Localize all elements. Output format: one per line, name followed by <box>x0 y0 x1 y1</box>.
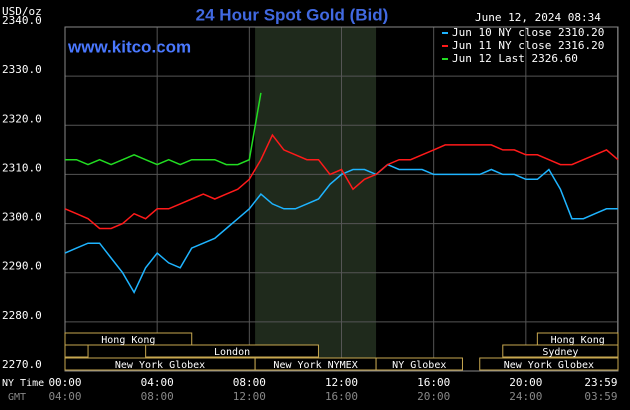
session-label: New York Globex <box>504 360 594 371</box>
y-tick-label: 2290.0 <box>2 260 42 273</box>
y-tick-label: 2300.0 <box>2 211 42 224</box>
y-axis-label: USD/oz <box>2 5 42 18</box>
plot-frame <box>64 26 619 372</box>
y-tick-label: 2340.0 <box>2 14 42 27</box>
session-label: New York NYMEX <box>273 360 357 371</box>
session-bar <box>64 332 193 346</box>
x-tick-label: 04:00 <box>141 376 174 389</box>
session-bar <box>502 344 619 358</box>
line-series <box>64 163 618 295</box>
x-tick-label: 08:00 <box>233 376 266 389</box>
y-tick-label: 2310.0 <box>2 161 42 174</box>
session-label: New York Globex <box>115 360 205 371</box>
y-tick-label: 2270.0 <box>2 358 42 371</box>
session-label: Sydney <box>542 347 578 358</box>
x2-axis-label: GMT <box>8 392 26 403</box>
session-bar <box>479 357 619 371</box>
x2-tick-label: 08:00 <box>141 390 174 403</box>
legend-label: Jun 12 Last 2326.60 <box>452 52 578 65</box>
line-series <box>65 92 262 166</box>
legend-label: Jun 10 NY close 2310.20 <box>452 26 604 39</box>
x-tick-label: 16:00 <box>417 376 450 389</box>
y-tick-label: 2320.0 <box>2 112 42 125</box>
y-tick-label: 2330.0 <box>2 63 42 76</box>
session-label: Hong Kong <box>101 335 155 346</box>
x2-tick-label: 24:00 <box>509 390 542 403</box>
x2-tick-label: 16:00 <box>325 390 358 403</box>
x-axis-label: NY Time <box>2 378 44 389</box>
x-tick-label: 12:00 <box>325 376 358 389</box>
session-label: London <box>214 347 250 358</box>
session-bar <box>145 344 319 358</box>
y-tick-label: 2280.0 <box>2 309 42 322</box>
x2-tick-label: 03:59 <box>584 390 617 403</box>
line-series <box>64 133 619 230</box>
x-tick-label: 20:00 <box>509 376 542 389</box>
session-label: Hong Kong <box>551 335 605 346</box>
chart-title: 24 Hour Spot Gold (Bid) <box>196 5 389 24</box>
session-shade <box>255 27 377 371</box>
timestamp: June 12, 2024 08:34 <box>475 11 601 24</box>
x-tick-label: 00:00 <box>48 376 81 389</box>
x2-tick-label: 20:00 <box>417 390 450 403</box>
x2-tick-label: 12:00 <box>233 390 266 403</box>
session-label: NY Globex <box>392 360 446 371</box>
x-tick-label: 23:59 <box>584 376 617 389</box>
source: www.kitco.com <box>67 37 191 56</box>
legend-label: Jun 11 NY close 2316.20 <box>452 39 604 52</box>
session-bar <box>375 357 463 371</box>
session-bar <box>64 344 89 358</box>
x2-tick-label: 04:00 <box>48 390 81 403</box>
